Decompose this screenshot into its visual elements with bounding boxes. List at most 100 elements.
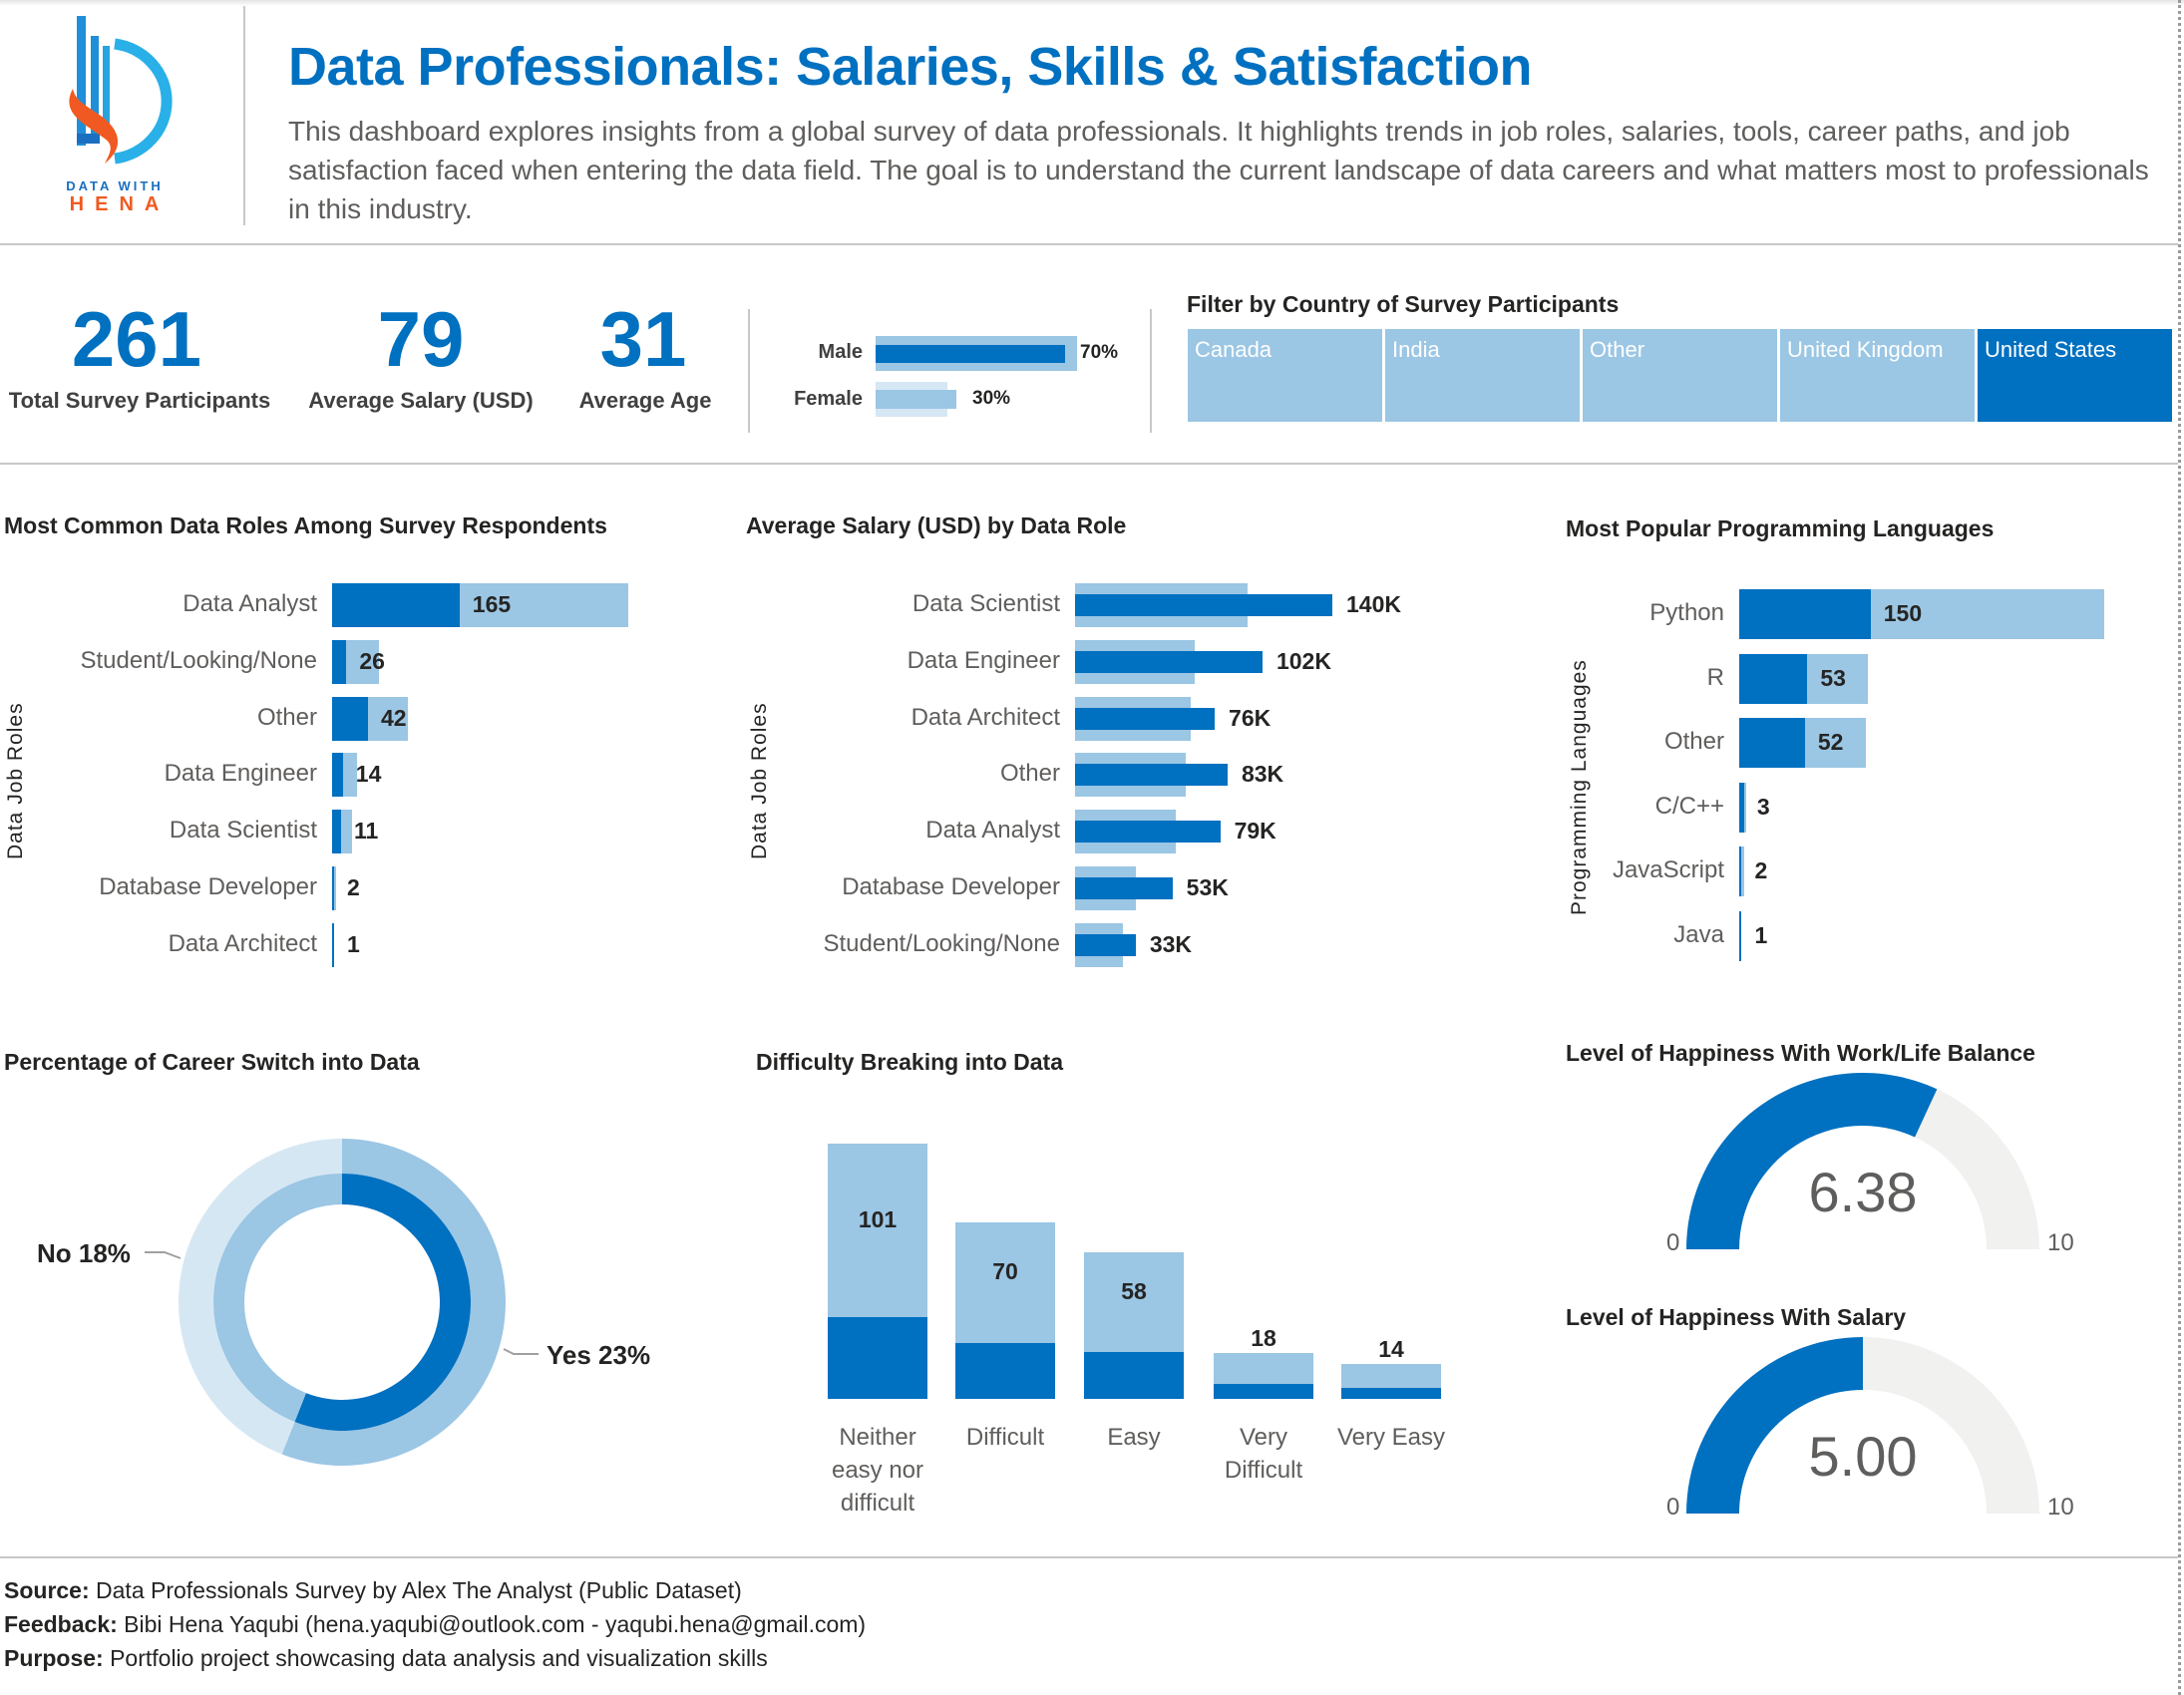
gauge-max-label: 10	[2047, 1494, 2074, 1521]
footer-feedback-text: Bibi Hena Yaqubi (hena.yaqubi@outlook.co…	[117, 1611, 867, 1637]
data-label: 2	[347, 874, 360, 900]
gauge-value: 6.38	[1808, 1161, 1918, 1223]
data-label: 53	[1820, 664, 1846, 691]
filter-tile-other[interactable]: Other	[1583, 329, 1777, 422]
gender-female-label: Female	[794, 388, 863, 410]
gauge-arc	[1686, 1073, 2039, 1249]
highlighted-bar	[1739, 653, 1808, 704]
gauge-min-label: 0	[1666, 1229, 1680, 1256]
data-label: 165	[472, 591, 512, 617]
kpi-average-age-value: 31	[599, 295, 687, 383]
category-label: C/C++	[1654, 792, 1724, 820]
data-label: 14	[355, 761, 382, 788]
category-label: Very Difficult	[1224, 1424, 1303, 1484]
page-boundary	[2178, 0, 2181, 1695]
highlighted-bar	[332, 810, 341, 854]
data-label: 79K	[1234, 818, 1276, 845]
highlighted-bar	[332, 696, 368, 741]
gender-female-bar	[876, 390, 957, 409]
value-bar	[1075, 877, 1173, 899]
country-filter-title: Filter by Country of Survey Participants	[1187, 291, 1620, 317]
category-label: Data Architect	[168, 929, 317, 957]
data-label: 53K	[1186, 874, 1229, 900]
footer-separator	[0, 1556, 2178, 1558]
category-label: Other	[256, 703, 317, 731]
gender-male-bar	[876, 345, 1065, 363]
value-bar	[1075, 933, 1136, 956]
category-label: Very Easy	[1336, 1424, 1446, 1451]
category-label: Difficult	[965, 1424, 1045, 1451]
data-label: 1	[1754, 922, 1768, 948]
data-label: 76K	[1229, 704, 1272, 731]
filter-tile-united-states[interactable]: United States	[1978, 329, 2172, 422]
gauge-value: 5.00	[1808, 1425, 1918, 1488]
salary-chart-title: Average Salary (USD) by Data Role	[746, 512, 1127, 538]
gauge-arc	[1686, 1337, 2039, 1514]
logo-text-line1: DATA WITH	[66, 178, 164, 193]
footer-purpose: Purpose: Portfolio project showcasing da…	[4, 1645, 768, 1672]
logo-text-line2: HENA	[69, 193, 171, 215]
data-label: 33K	[1149, 930, 1193, 957]
highlighted-bar	[332, 583, 460, 627]
highlighted-column	[1341, 1388, 1441, 1399]
filter-tile-india[interactable]: India	[1385, 329, 1580, 422]
total-bar	[1739, 847, 1744, 897]
highlighted-bar	[1739, 718, 1805, 769]
filter-tile-united-kingdom[interactable]: United Kingdom	[1780, 329, 1975, 422]
kpi-average-salary-label: Average Salary (USD)	[308, 388, 534, 413]
donut-label-yes: Yes 23%	[546, 1340, 651, 1370]
highlighted-bar	[1739, 911, 1742, 961]
data-label: 3	[1756, 793, 1770, 820]
category-label: Easy	[1107, 1424, 1161, 1451]
gauge-min-label: 0	[1666, 1494, 1680, 1521]
highlighted-bar	[1739, 589, 1871, 639]
logo-mark-icon	[69, 16, 173, 165]
value-bar	[1075, 764, 1228, 787]
category-label: Data Analyst	[182, 590, 317, 617]
kpi-average-age-label: Average Age	[578, 388, 712, 413]
difficulty-chart-title: Difficulty Breaking into Data	[756, 1049, 1063, 1075]
gender-female-pct: 30%	[972, 388, 1011, 409]
category-label: Other	[1663, 728, 1724, 756]
header-divider	[243, 6, 245, 225]
work-life-gauge-title: Level of Happiness With Work/Life Balanc…	[1566, 1040, 2035, 1066]
gauge-track	[1863, 1337, 2039, 1514]
footer-source-text: Data Professionals Survey by Alex The An…	[89, 1577, 742, 1603]
category-label: Data Architect	[910, 703, 1060, 731]
data-label: 150	[1883, 600, 1923, 626]
data-label: 140K	[1346, 591, 1401, 617]
data-label: 1	[347, 930, 360, 957]
data-label: 26	[359, 647, 385, 674]
highlighted-column	[1214, 1383, 1313, 1399]
category-label: Python	[1649, 599, 1724, 626]
data-label: 52	[1817, 729, 1844, 756]
donut-label-no: No 18%	[37, 1238, 131, 1268]
footer-feedback-key: Feedback:	[4, 1611, 118, 1637]
category-label: Database Developer	[99, 873, 317, 900]
gauge-track	[1915, 1089, 2039, 1249]
category-label: JavaScript	[1612, 856, 1724, 884]
data-label: 2	[1754, 857, 1768, 884]
kpi-separator	[0, 463, 2178, 465]
logo: DATA WITH HENA	[55, 14, 194, 215]
donut-outer-no-slice	[179, 1139, 342, 1455]
highlighted-column	[955, 1342, 1055, 1399]
gauge-fill	[1686, 1073, 1938, 1249]
highlighted-bar	[332, 922, 334, 967]
filter-tile-canada[interactable]: Canada	[1188, 329, 1382, 422]
category-label: Student/Looking/None	[823, 929, 1060, 957]
category-label: Data Engineer	[907, 646, 1060, 674]
category-label: Data Engineer	[164, 760, 317, 788]
data-label: 14	[1378, 1335, 1404, 1362]
gender-divider	[1150, 309, 1152, 433]
value-bar	[1075, 594, 1332, 616]
donut-outer-yes-slice	[281, 1139, 506, 1466]
kpi-divider	[748, 309, 750, 433]
donut-inner-yes-slice	[294, 1174, 471, 1431]
value-bar	[1075, 707, 1216, 730]
category-label: Neither easy nor difficult	[831, 1424, 924, 1517]
donut-inner-no-slice	[213, 1174, 342, 1422]
header-separator	[0, 243, 2178, 245]
top-edge	[0, 0, 2184, 6]
footer-source: Source: Data Professionals Survey by Ale…	[4, 1577, 742, 1604]
